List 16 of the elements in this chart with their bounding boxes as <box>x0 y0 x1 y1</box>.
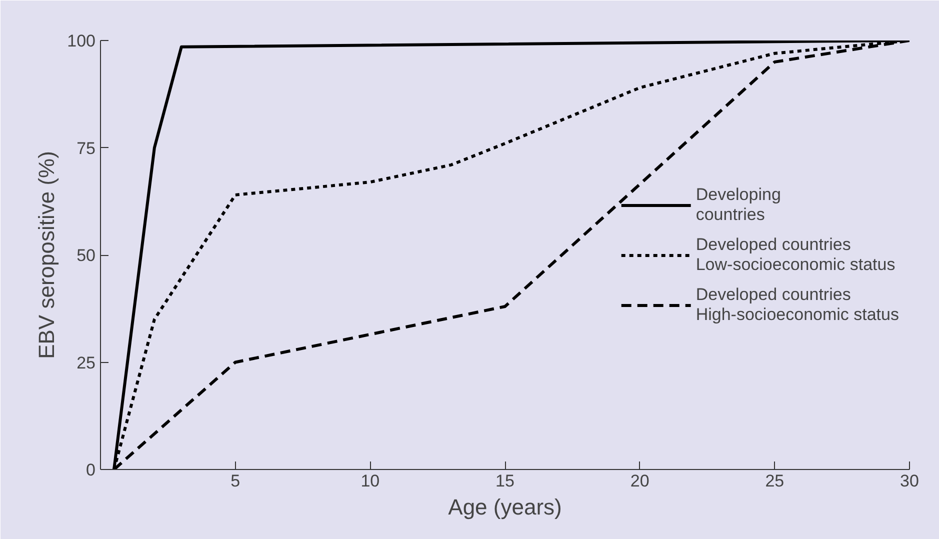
x-tick-label: 15 <box>496 472 514 490</box>
y-tick-label: 75 <box>76 138 96 158</box>
y-tick-label: 25 <box>76 353 96 372</box>
x-tick-label: 25 <box>765 472 784 490</box>
legend-label: Developing countries <box>696 184 781 226</box>
y-tick-label: 100 <box>67 32 96 50</box>
legend-label: Developed countries Low-socioeconomic status <box>696 234 896 276</box>
x-tick-label: 10 <box>360 472 380 490</box>
x-tick-label: 5 <box>230 472 240 490</box>
y-tick-label: 0 <box>86 460 96 480</box>
x-tick-label: 30 <box>900 472 919 490</box>
x-tick-label: 20 <box>630 472 650 490</box>
y-axis-title: EBV seropositive (%) <box>34 151 60 359</box>
x-axis-title: Age (years) <box>448 494 562 520</box>
legend-label: Developed countries High-socioeconomic status <box>696 284 899 326</box>
y-tick-label: 50 <box>76 246 96 265</box>
